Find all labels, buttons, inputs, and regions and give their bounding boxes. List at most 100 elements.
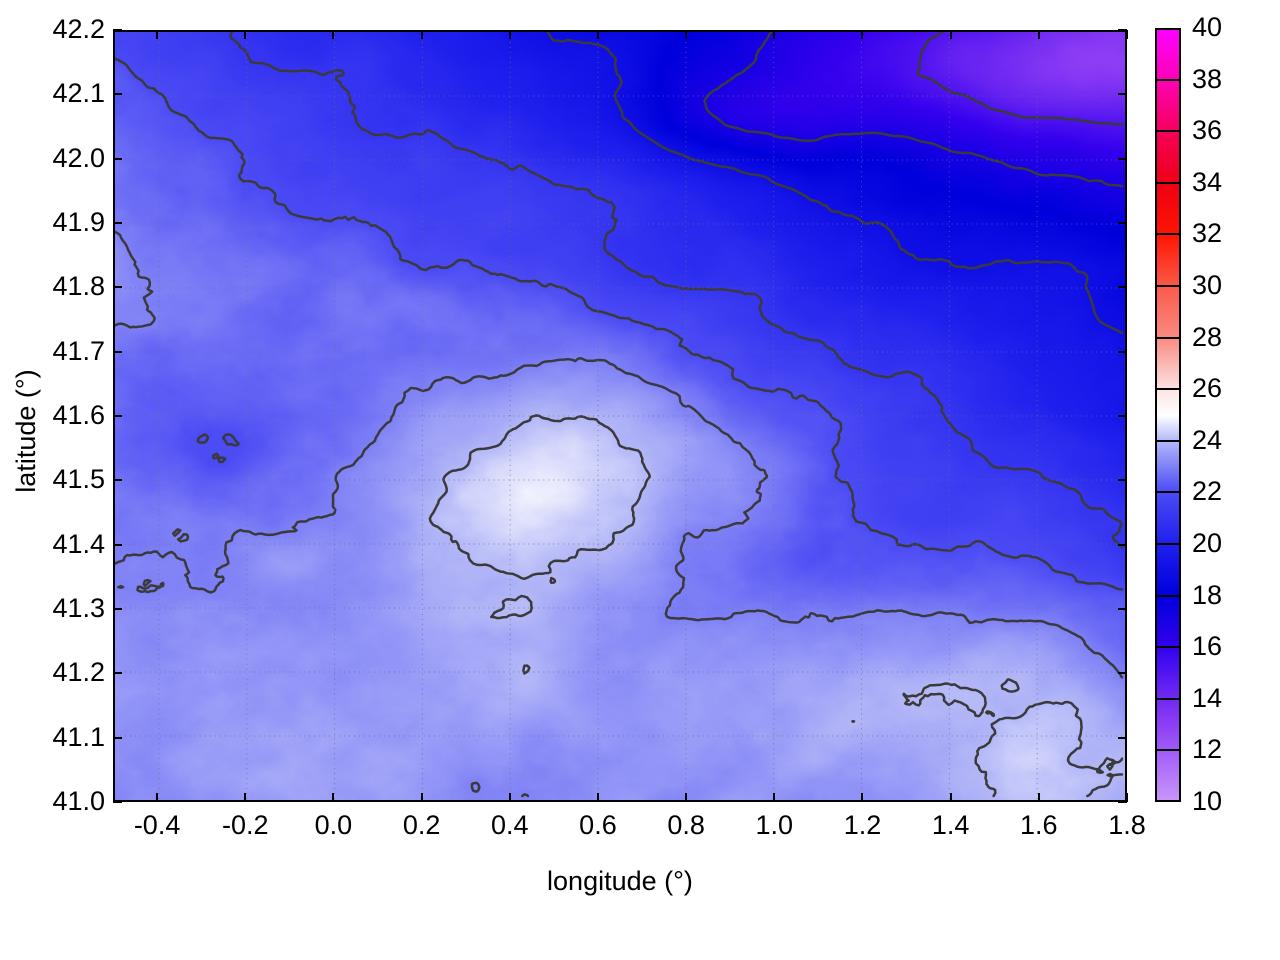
x-axis-tick [773, 30, 776, 39]
y-axis-tick-label: 41.5 [52, 464, 105, 495]
colorbar-tick-label: 16 [1192, 631, 1223, 662]
y-axis-tick [1118, 479, 1127, 482]
colorbar-tick [1157, 594, 1179, 597]
x-axis-tick-label: 0.8 [667, 810, 705, 840]
x-axis-tick [949, 30, 952, 39]
y-axis-tick [1118, 801, 1127, 803]
x-axis-tick [508, 793, 511, 802]
x-axis-tick-label: 1.4 [931, 810, 970, 840]
x-axis-tick-label: 1.6 [1020, 810, 1058, 840]
colorbar-tick-label: 24 [1192, 424, 1223, 455]
x-axis-tick [1037, 30, 1040, 39]
colorbar-tick [1157, 697, 1179, 700]
colorbar-tick-label: 22 [1192, 476, 1223, 507]
colorbar-tick-label: 20 [1192, 528, 1223, 558]
y-axis-tick [1118, 543, 1127, 546]
y-axis-tick [113, 415, 122, 417]
x-axis-tick [1126, 30, 1128, 39]
y-axis-tick-label: 41.7 [52, 335, 105, 366]
colorbar-tick-label: 32 [1192, 218, 1223, 249]
y-axis-tick [113, 736, 122, 739]
colorbar-tick [1157, 749, 1179, 752]
y-axis-tick [113, 350, 122, 353]
y-axis-tick [1118, 29, 1127, 31]
colorbar-tick [1157, 543, 1179, 545]
x-axis-tick [332, 793, 335, 802]
x-axis-tick [244, 793, 247, 802]
x-axis-tick [685, 30, 688, 39]
colorbar-tick-label: 34 [1192, 166, 1223, 197]
x-axis-tick-label: -0.4 [133, 810, 181, 840]
y-axis-tick [113, 801, 122, 803]
x-axis-tick-label: -0.2 [221, 810, 269, 840]
x-axis-tick [949, 793, 952, 802]
y-axis-tick [113, 222, 122, 224]
y-axis-tick [1118, 672, 1127, 675]
colorbar-tick-label: 14 [1192, 682, 1223, 713]
x-axis-tick [861, 793, 864, 802]
y-axis-tick [113, 543, 122, 546]
x-axis-tick [156, 30, 159, 39]
y-axis-tick-label: 41.3 [52, 593, 105, 623]
colorbar-tick [1157, 646, 1179, 649]
y-axis-tick-label: 42.1 [52, 78, 105, 109]
colorbar-tick-label: 30 [1192, 270, 1223, 300]
x-axis-tick-label: 0.0 [314, 810, 353, 840]
x-axis-tick-label: 1.2 [843, 810, 882, 840]
x-axis-tick [156, 793, 159, 802]
colorbar-tick-label: 38 [1192, 63, 1223, 94]
colorbar-tick [1157, 181, 1179, 184]
x-axis-tick [596, 30, 599, 39]
y-axis-tick [1118, 286, 1127, 289]
colorbar-gradient [1157, 30, 1179, 800]
y-axis-tick [1118, 736, 1127, 739]
x-axis-tick [685, 793, 688, 802]
x-axis-tick [420, 30, 423, 39]
y-axis-tick-label: 41.9 [52, 207, 105, 237]
y-axis-tick-label: 41.6 [52, 400, 105, 430]
x-axis-tick-label: 1.0 [755, 810, 794, 840]
y-axis-tick-label: 41.0 [52, 786, 105, 816]
y-axis-tick-label: 41.2 [52, 657, 105, 688]
colorbar-tick-label: 10 [1192, 786, 1223, 816]
x-axis-tick [332, 30, 335, 39]
x-axis-tick [773, 793, 776, 802]
y-axis-tick [1118, 608, 1127, 610]
x-axis-tick-label: 0.4 [491, 810, 529, 840]
y-axis-tick-label: 42.0 [52, 142, 105, 173]
x-axis-tick [508, 30, 511, 39]
colorbar-tick [1157, 78, 1179, 81]
colorbar-tick-label: 18 [1192, 579, 1223, 610]
x-axis-tick [861, 30, 864, 39]
x-axis-tick-label: 0.2 [402, 810, 441, 840]
y-axis-tick-label: 41.8 [52, 271, 105, 302]
x-axis-title: longitude (°) [547, 866, 693, 896]
y-axis-tick [113, 608, 122, 610]
y-axis-tick [1118, 222, 1127, 224]
y-axis-tick [113, 286, 122, 289]
colorbar-tick-label: 36 [1192, 115, 1223, 146]
colorbar [1155, 28, 1181, 802]
y-axis-tick [113, 479, 122, 482]
y-axis-tick [113, 93, 122, 96]
colorbar-tick-label: 12 [1192, 734, 1223, 765]
x-axis-tick [596, 793, 599, 802]
colorbar-tick [1157, 336, 1179, 339]
grid-lines [115, 32, 1125, 800]
x-axis-tick [1037, 793, 1040, 802]
colorbar-tick [1157, 233, 1179, 236]
colorbar-tick [1157, 491, 1179, 494]
x-axis-tick [244, 30, 247, 39]
colorbar-tick [1157, 285, 1179, 287]
y-axis-tick-label: 42.2 [52, 14, 105, 44]
y-axis-tick [1118, 415, 1127, 417]
contour-lines [115, 32, 1124, 798]
colorbar-tick [1157, 439, 1179, 442]
y-axis-tick-label: 41.4 [52, 528, 105, 559]
colorbar-tick [1157, 130, 1179, 133]
x-axis-tick-label: 1.8 [1108, 810, 1146, 840]
y-axis-tick [113, 29, 122, 31]
y-axis-tick [113, 672, 122, 675]
plot-area [113, 30, 1127, 802]
y-axis-tick [1118, 157, 1127, 160]
